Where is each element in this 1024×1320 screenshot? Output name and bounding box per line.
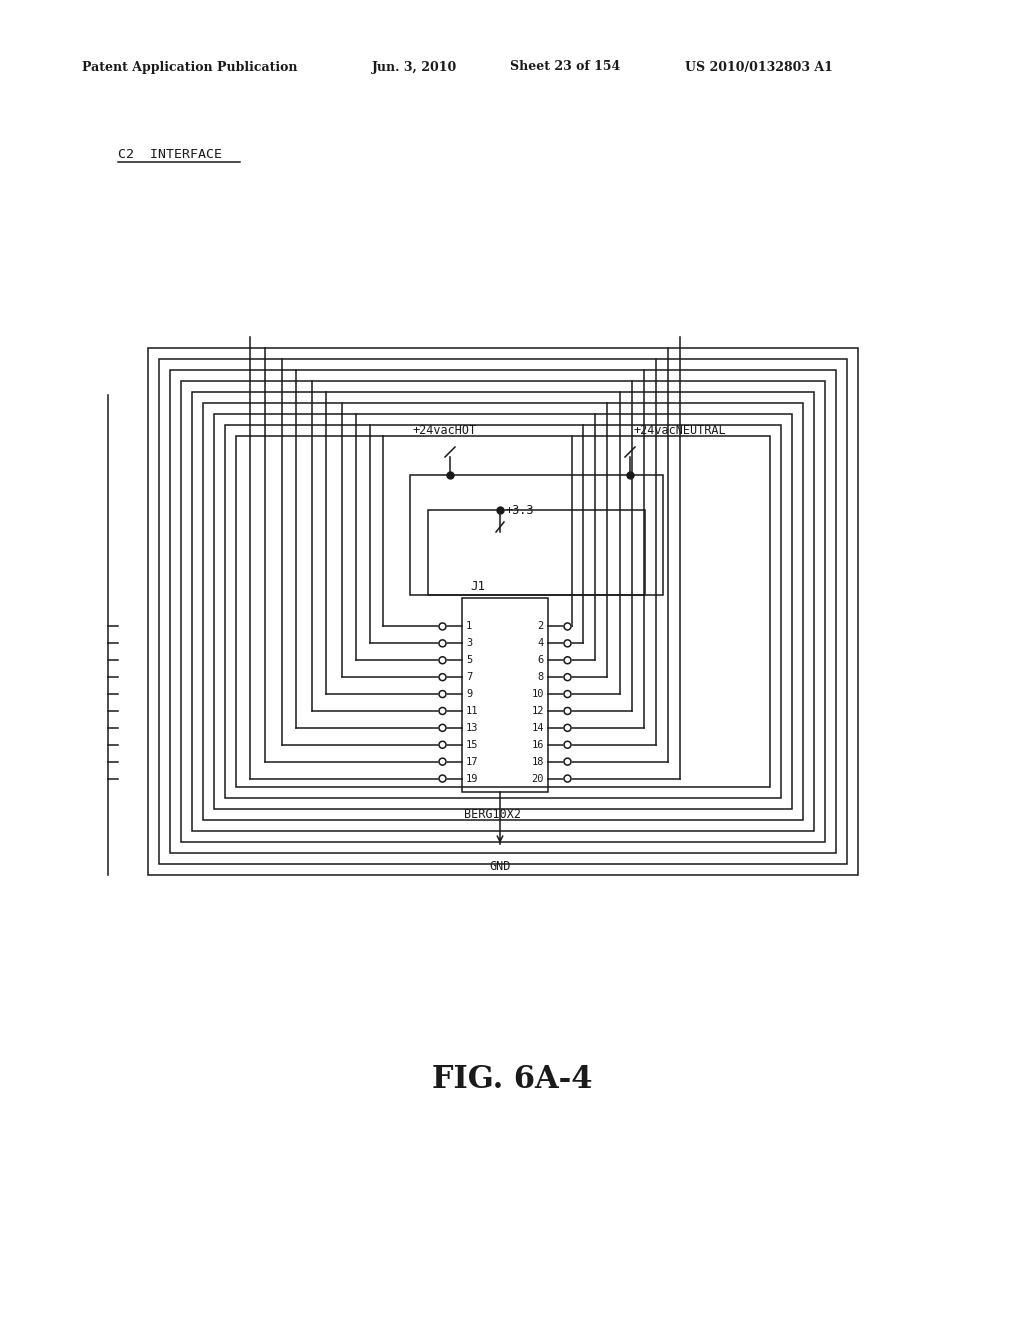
Text: +3.3: +3.3 [506, 503, 535, 516]
Circle shape [564, 640, 571, 647]
Circle shape [439, 690, 446, 697]
Bar [181, 381, 825, 842]
Circle shape [439, 657, 446, 664]
Text: 7: 7 [466, 672, 472, 682]
Circle shape [439, 708, 446, 714]
Circle shape [564, 775, 571, 781]
Text: 5: 5 [466, 655, 472, 665]
Text: 2: 2 [538, 622, 544, 631]
Text: C2  INTERFACE: C2 INTERFACE [118, 149, 222, 161]
Circle shape [439, 775, 446, 781]
Text: 4: 4 [538, 639, 544, 648]
Circle shape [564, 708, 571, 714]
Text: 10: 10 [531, 689, 544, 700]
Text: US 2010/0132803 A1: US 2010/0132803 A1 [685, 61, 833, 74]
Text: 16: 16 [531, 739, 544, 750]
Bar [428, 510, 645, 595]
Text: FIG. 6A-4: FIG. 6A-4 [432, 1064, 592, 1096]
Circle shape [564, 673, 571, 681]
Text: +24vacHOT: +24vacHOT [413, 425, 477, 437]
Circle shape [439, 742, 446, 748]
Text: 17: 17 [466, 756, 478, 767]
Text: +24vacNEUTRAL: +24vacNEUTRAL [634, 425, 726, 437]
Circle shape [439, 758, 446, 766]
Circle shape [564, 690, 571, 697]
Text: GND: GND [489, 859, 511, 873]
Text: 6: 6 [538, 655, 544, 665]
Text: 15: 15 [466, 739, 478, 750]
Circle shape [564, 725, 571, 731]
Text: 11: 11 [466, 706, 478, 715]
Circle shape [564, 742, 571, 748]
Text: 19: 19 [466, 774, 478, 784]
Text: 3: 3 [466, 639, 472, 648]
Text: 12: 12 [531, 706, 544, 715]
Bar [203, 403, 803, 820]
Circle shape [439, 673, 446, 681]
Bar [170, 370, 836, 853]
Bar [193, 392, 814, 832]
Circle shape [564, 657, 571, 664]
Text: 20: 20 [531, 774, 544, 784]
Text: 18: 18 [531, 756, 544, 767]
Circle shape [564, 623, 571, 630]
Circle shape [564, 758, 571, 766]
Bar [462, 598, 548, 792]
Circle shape [439, 640, 446, 647]
Circle shape [439, 623, 446, 630]
Bar [225, 425, 781, 799]
Text: 9: 9 [466, 689, 472, 700]
Text: Sheet 23 of 154: Sheet 23 of 154 [510, 61, 621, 74]
Bar [214, 414, 792, 809]
Text: 13: 13 [466, 723, 478, 733]
Text: 1: 1 [466, 622, 472, 631]
Text: J1: J1 [470, 579, 485, 593]
Text: BERG10X2: BERG10X2 [464, 808, 521, 821]
Text: 14: 14 [531, 723, 544, 733]
Circle shape [439, 725, 446, 731]
Bar [410, 475, 663, 595]
Bar [148, 348, 858, 875]
Text: 8: 8 [538, 672, 544, 682]
Bar [236, 436, 770, 787]
Text: Jun. 3, 2010: Jun. 3, 2010 [372, 61, 458, 74]
Bar [159, 359, 847, 865]
Text: Patent Application Publication: Patent Application Publication [82, 61, 298, 74]
